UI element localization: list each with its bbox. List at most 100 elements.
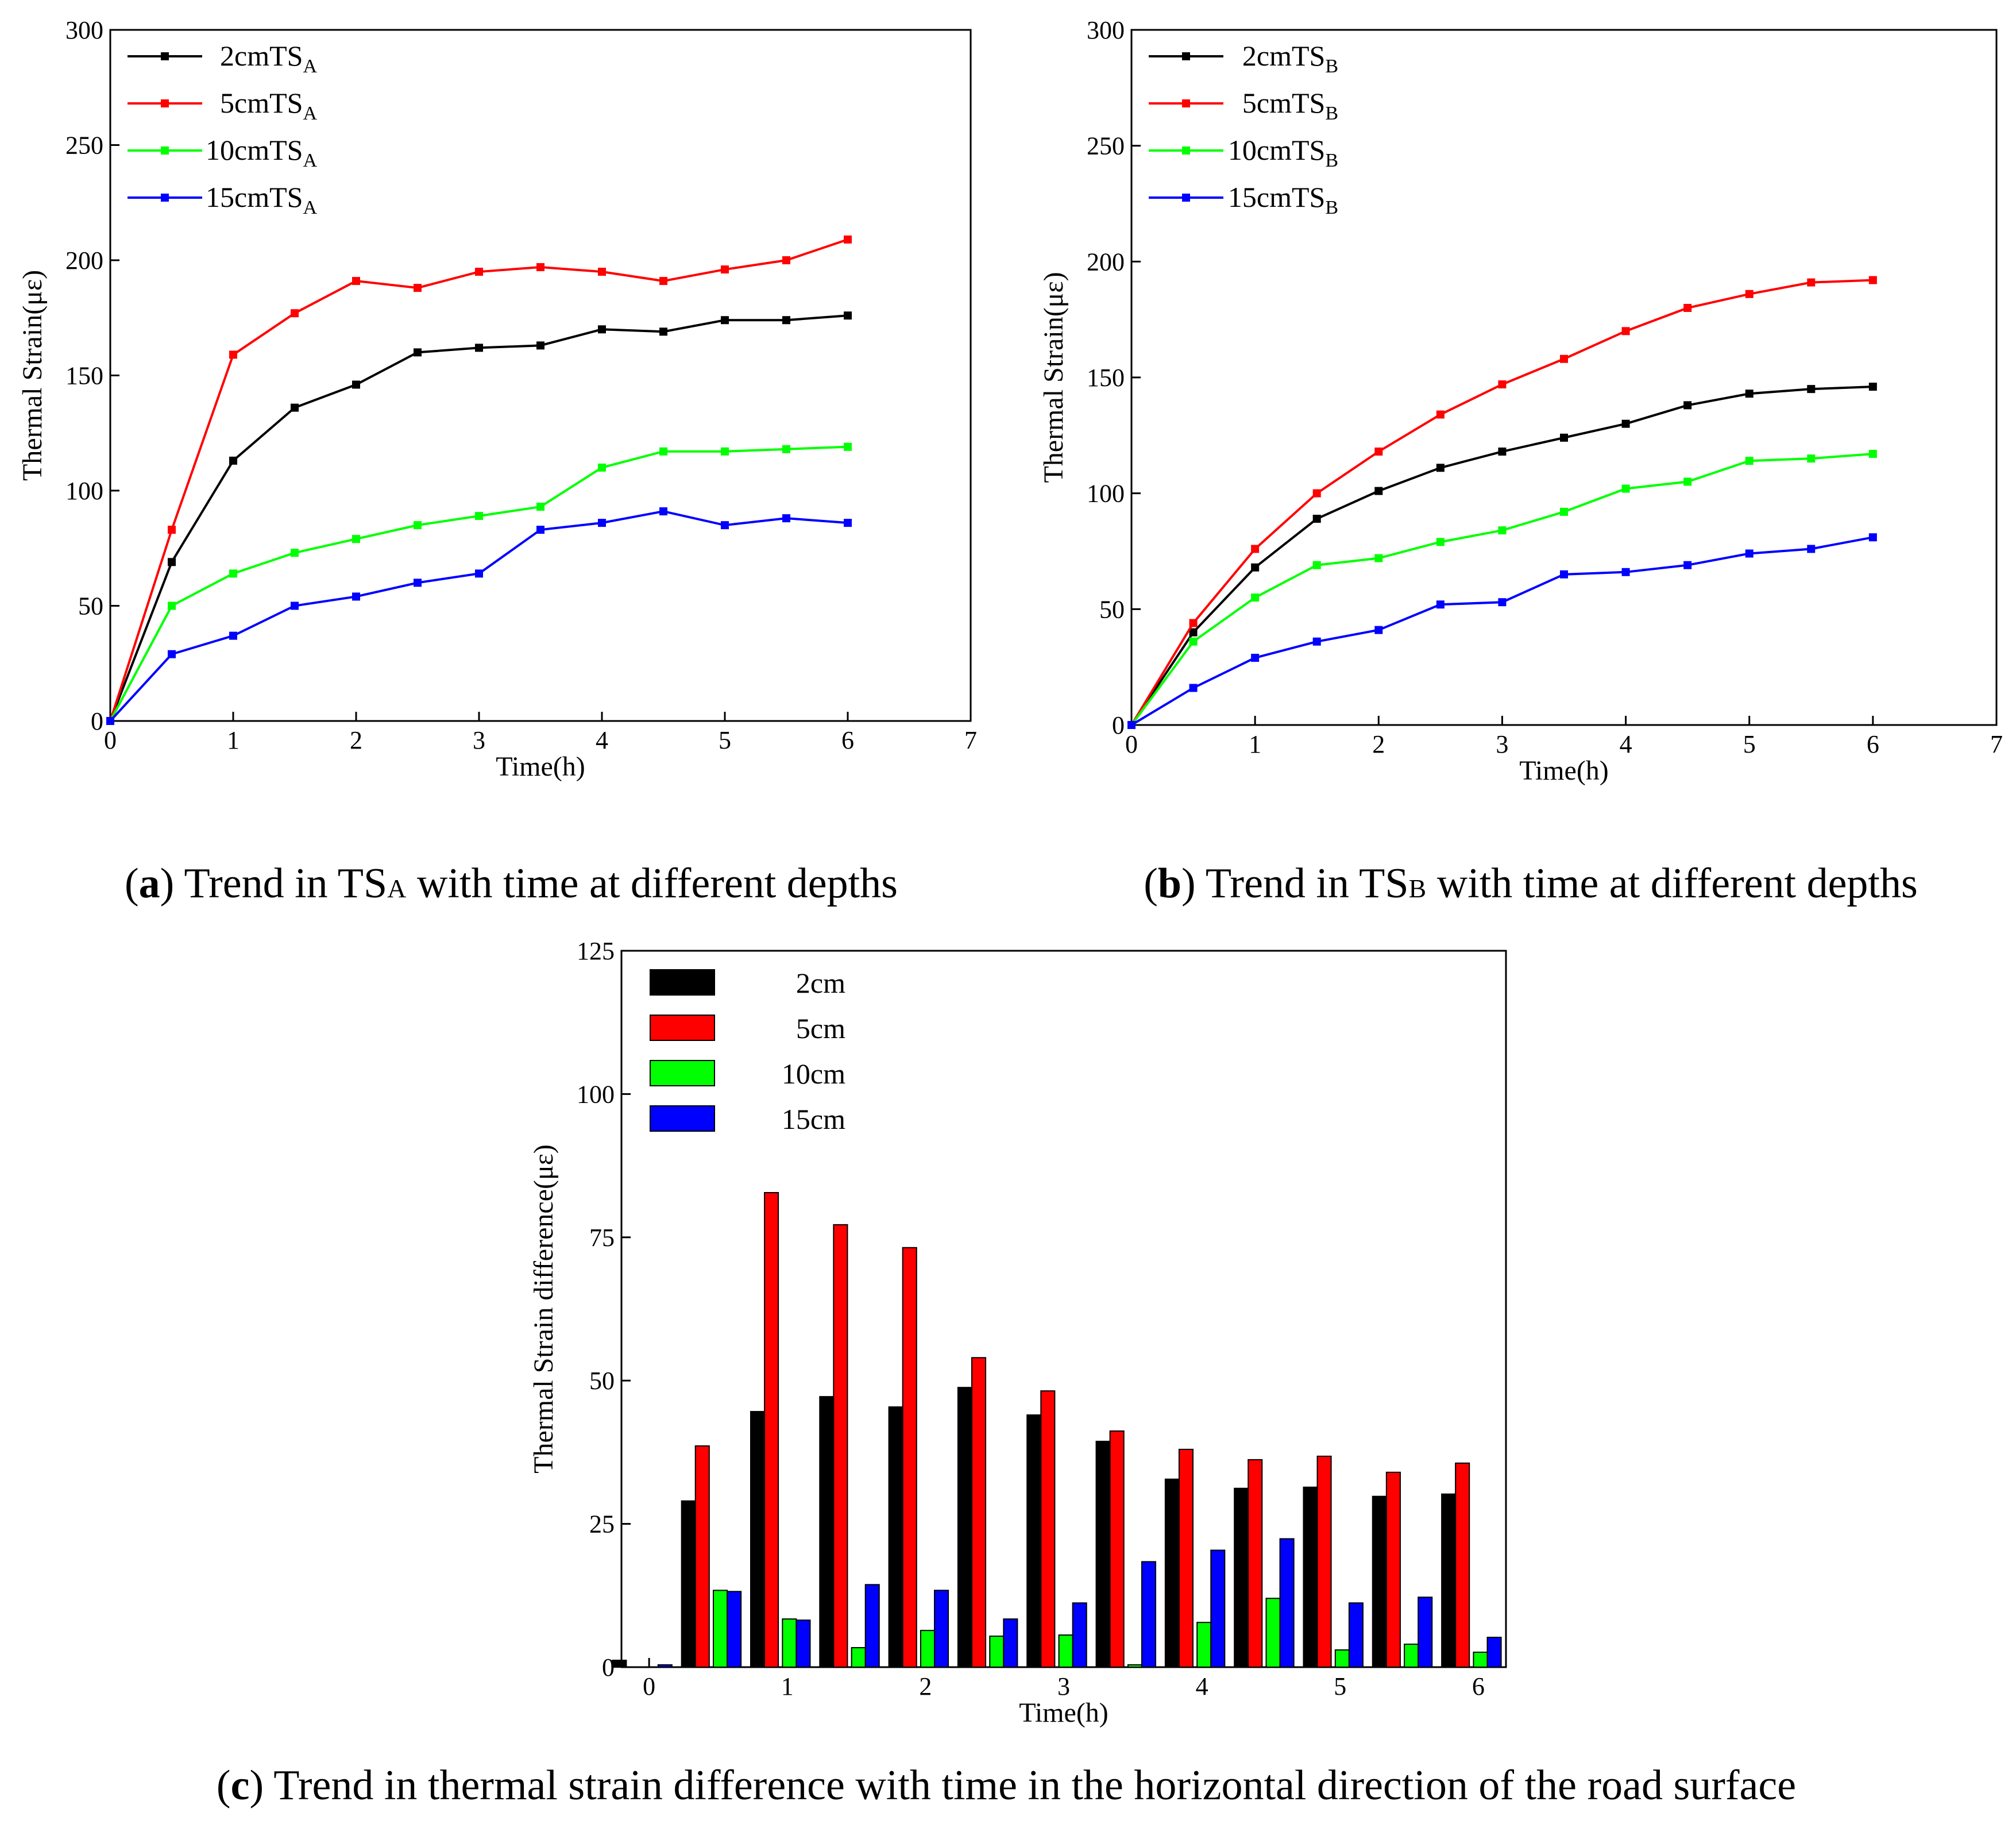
legend-marker — [161, 52, 169, 60]
bar — [764, 1191, 779, 1668]
legend-marker — [1182, 194, 1190, 202]
data-point — [168, 558, 176, 566]
y-tick-label: 0 — [602, 1653, 615, 1682]
series-15cm — [657, 1538, 1502, 1668]
data-point — [1807, 278, 1816, 287]
data-point — [721, 521, 729, 530]
legend-label-sub: B — [1325, 150, 1338, 171]
legend-marker — [1182, 52, 1190, 60]
data-point — [721, 316, 729, 325]
data-point — [598, 268, 606, 276]
data-point — [1127, 721, 1136, 729]
x-tick-label: 2 — [350, 726, 362, 754]
bar — [657, 1664, 673, 1668]
legend-swatch — [650, 1105, 715, 1132]
data-point — [1312, 561, 1321, 569]
caption-paren-close: ) — [160, 860, 175, 907]
bar — [864, 1584, 880, 1668]
y-tick-label: 125 — [577, 937, 615, 965]
y-tick-label: 250 — [65, 132, 103, 160]
legend-label: 5cm — [796, 1012, 845, 1044]
x-tick-label: 3 — [1496, 730, 1508, 758]
data-point — [782, 514, 790, 523]
series-line — [1130, 453, 1874, 726]
x-tick-label: 0 — [643, 1672, 655, 1700]
bar — [1196, 1622, 1212, 1668]
data-point — [291, 309, 299, 318]
bar — [1109, 1430, 1125, 1668]
y-tick-label: 100 — [65, 477, 103, 505]
bar — [1072, 1602, 1087, 1668]
data-point — [229, 456, 237, 465]
caption-a: (a) Trend in TSA with time at different … — [125, 860, 898, 907]
bar — [1404, 1644, 1419, 1668]
data-point — [1312, 515, 1321, 523]
x-tick-label: 6 — [841, 726, 854, 754]
series-5cmTSA — [106, 235, 852, 725]
data-point — [659, 507, 667, 516]
x-tick-label: 3 — [1057, 1672, 1070, 1700]
data-point — [1560, 507, 1568, 516]
legend-label-sub: A — [303, 197, 317, 218]
bar — [920, 1630, 936, 1668]
bar — [1441, 1493, 1457, 1668]
data-point — [352, 277, 360, 286]
data-point — [721, 265, 729, 274]
data-point — [1251, 593, 1260, 602]
bar — [1141, 1561, 1157, 1668]
caption-paren-open: ( — [125, 860, 139, 907]
bar — [957, 1387, 972, 1668]
series-15cmTSA — [106, 507, 852, 725]
bar — [782, 1618, 797, 1668]
data-point — [229, 569, 237, 578]
data-point — [1374, 554, 1383, 562]
data-point — [1745, 549, 1754, 558]
data-point — [1498, 598, 1507, 607]
y-tick-label: 300 — [1087, 16, 1125, 44]
bar — [902, 1247, 917, 1668]
data-point — [291, 403, 299, 412]
data-point — [782, 256, 790, 264]
caption-letter: c — [231, 1762, 250, 1809]
data-point — [844, 235, 852, 244]
data-point — [1621, 327, 1630, 335]
data-point — [598, 519, 606, 527]
bar — [819, 1396, 835, 1668]
legend-marker — [161, 194, 169, 202]
bar — [1178, 1448, 1194, 1668]
data-point — [168, 650, 176, 658]
legend-label: 5cmTSA — [220, 87, 317, 124]
bar — [989, 1636, 1005, 1668]
series-2cm — [612, 1387, 1457, 1668]
legend-label: 2cmTSB — [1242, 40, 1338, 77]
y-tick-label: 25 — [589, 1510, 615, 1538]
data-point — [598, 463, 606, 472]
data-point — [1683, 401, 1692, 410]
bar — [1003, 1618, 1018, 1668]
caption-letter: a — [139, 860, 160, 907]
bar — [833, 1224, 848, 1668]
x-axis-label: Time(h) — [496, 751, 585, 782]
legend-label: 15cm — [782, 1103, 845, 1135]
legend-label: 2cm — [796, 967, 845, 999]
chart-b: 0 50 100 150 200 250 300 0 1 2 3 4 5 6 7 Time(h) Thermal… — [1038, 16, 2003, 786]
bar — [1418, 1596, 1433, 1668]
x-tick-label: 5 — [1743, 730, 1756, 758]
x-tick-label: 6 — [1472, 1672, 1485, 1700]
data-point — [1868, 276, 1877, 284]
data-point — [1560, 433, 1568, 442]
x-tick-label: 6 — [1867, 730, 1879, 758]
bar — [1095, 1440, 1111, 1668]
legend-marker — [1182, 146, 1190, 155]
x-tick-label: 7 — [1990, 730, 2003, 758]
bar — [1385, 1471, 1401, 1668]
data-point — [1868, 450, 1877, 458]
data-point — [1251, 563, 1260, 572]
caption-text: Trend in TS — [174, 860, 387, 907]
captions: (a) Trend in TSA with time at different … — [125, 860, 1918, 1809]
legend-swatch — [650, 1060, 715, 1086]
y-tick-label: 75 — [589, 1224, 615, 1252]
data-point — [1251, 545, 1260, 553]
x-tick-label: 1 — [227, 726, 240, 754]
caption-sub: B — [1409, 874, 1427, 903]
